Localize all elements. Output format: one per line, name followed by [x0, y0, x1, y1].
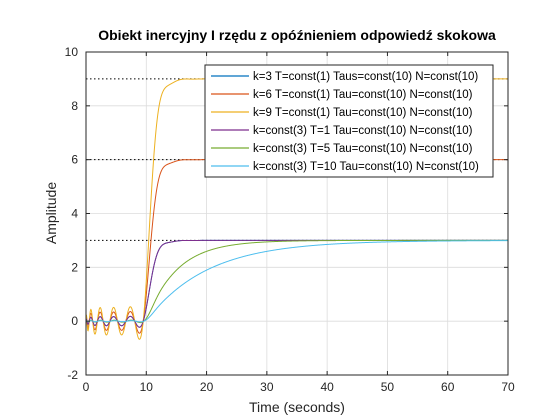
x-tick-label: 30 [260, 380, 274, 394]
y-tick-label: 6 [71, 153, 78, 167]
x-tick-label: 60 [441, 380, 455, 394]
legend-box [204, 64, 494, 178]
x-tick-label: 10 [140, 380, 154, 394]
y-tick-label: 0 [71, 314, 78, 328]
y-axis-label: Amplitude [43, 182, 59, 244]
y-tick-label: -2 [67, 368, 78, 382]
axis-ticks: 0 10 20 30 40 50 60 70 -2 0 2 4 6 8 10 [65, 45, 515, 394]
x-tick-label: 0 [83, 380, 90, 394]
legend-label-1: k=3 T=const(1) Taus=const(10) N=const(10… [253, 71, 478, 83]
chart-title: Obiekt inercyjny I rzędu z opóźnieniem o… [98, 27, 496, 43]
legend-label-2: k=6 T=const(1) Tau=const(10) N=const(10) [253, 89, 473, 101]
legend-label-6: k=const(3) T=10 Tau=const(10) N=const(10… [253, 161, 479, 173]
legend-label-3: k=9 T=const(1) Tau=const(10) N=const(10) [253, 107, 473, 119]
series-line-5 [85, 239, 508, 324]
x-tick-label: 40 [320, 380, 334, 394]
x-axis-label: Time (seconds) [249, 399, 345, 415]
x-tick-label: 50 [381, 380, 395, 394]
x-tick-label: 20 [200, 380, 214, 394]
legend: k=3 T=const(1) Taus=const(10) N=const(10… [204, 64, 494, 178]
y-tick-label: 8 [71, 99, 78, 113]
legend-label-4: k=const(3) T=1 Tau=const(10) N=const(10) [253, 125, 473, 137]
x-tick-label: 70 [501, 380, 515, 394]
y-tick-label: 10 [65, 45, 79, 59]
legend-label-5: k=const(3) T=5 Tau=const(10) N=const(10) [253, 143, 473, 155]
y-tick-label: 2 [71, 260, 78, 274]
series-line-6 [85, 240, 508, 323]
y-tick-label: 4 [71, 207, 78, 221]
